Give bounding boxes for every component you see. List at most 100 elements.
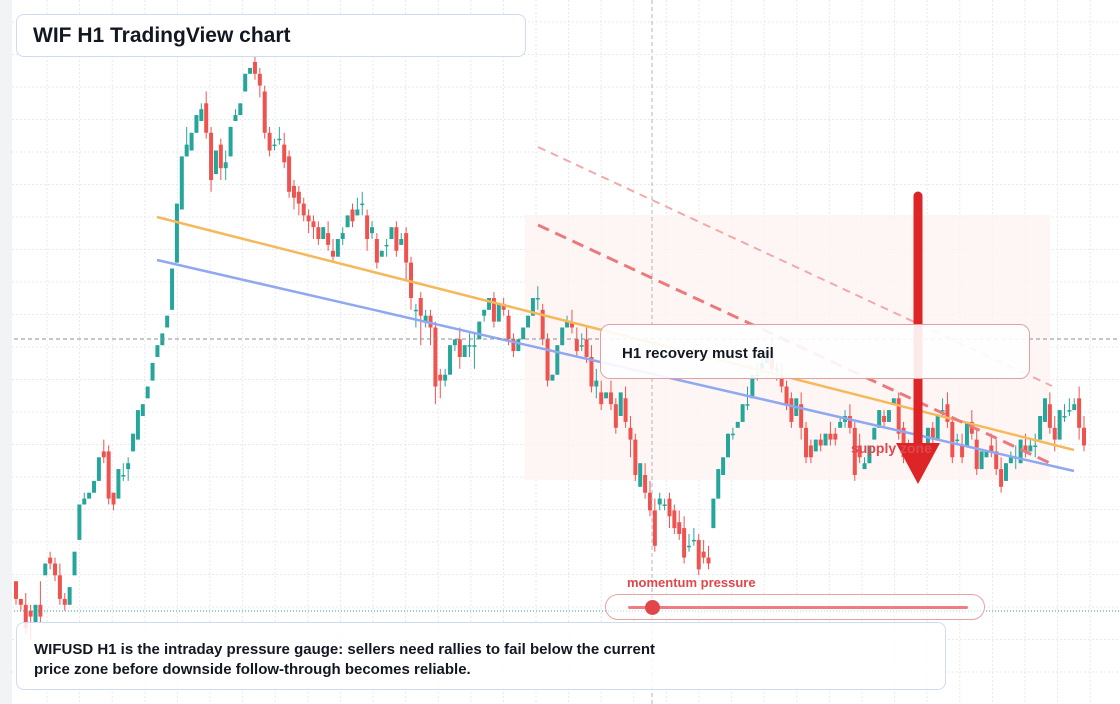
candle-body: [116, 469, 121, 499]
candle-body: [808, 445, 813, 458]
candle-body: [550, 374, 555, 381]
candle-body: [262, 91, 267, 133]
candle-body: [560, 327, 565, 346]
candle-body: [487, 298, 492, 310]
candle-body: [1047, 404, 1052, 428]
candle-body: [170, 268, 175, 310]
candle-body: [384, 244, 389, 247]
candle-body: [789, 398, 794, 422]
candle-body: [516, 339, 521, 352]
candle-body: [877, 410, 882, 428]
candle-body: [750, 374, 755, 399]
candle-body: [67, 587, 72, 605]
candle-body: [72, 551, 77, 576]
candle-body: [423, 315, 428, 322]
candle-body: [565, 321, 570, 328]
candle-body: [930, 427, 935, 440]
candle-body: [82, 498, 87, 505]
candle-body: [633, 439, 638, 475]
candle-body: [1062, 416, 1067, 418]
momentum-gauge-track: [628, 606, 968, 609]
candle-body: [852, 427, 857, 475]
candle-body: [433, 327, 438, 387]
candle-body: [521, 327, 526, 340]
candle-body: [1003, 463, 1008, 481]
candle-body: [365, 215, 370, 239]
candle-body: [828, 433, 833, 440]
candle-body: [448, 345, 453, 375]
momentum-gauge: [605, 594, 985, 620]
candle-body: [496, 303, 501, 322]
candle-body: [345, 215, 350, 228]
candle-body: [1018, 439, 1023, 464]
candle-body: [355, 209, 360, 216]
recovery-callout: H1 recovery must fail: [600, 324, 1030, 379]
candle-body: [872, 427, 877, 440]
left-scale-strip: [0, 0, 12, 704]
candle-body: [1038, 416, 1043, 440]
candle-body: [833, 433, 838, 440]
candle-body: [165, 315, 170, 328]
candle-body: [691, 539, 696, 542]
candle-body: [106, 451, 111, 499]
candle-body: [111, 492, 116, 505]
candle-body: [296, 191, 301, 204]
candle-body: [394, 227, 399, 251]
candle-body: [87, 492, 92, 499]
candle-body: [301, 203, 306, 216]
candle-body: [404, 233, 409, 263]
candle-body: [238, 103, 243, 116]
candle-body: [399, 239, 404, 245]
candle-body: [252, 62, 257, 74]
candle-body: [272, 144, 277, 147]
candle-body: [545, 339, 550, 381]
candle-body: [647, 492, 652, 511]
candle-body: [150, 362, 155, 381]
candle-body: [657, 498, 662, 505]
candle-body: [28, 610, 33, 617]
candle-body: [92, 480, 97, 493]
candle-body: [779, 374, 784, 387]
dashed-resistance-line-faint: [537, 146, 1053, 387]
candle-body: [204, 103, 209, 133]
candle-body: [628, 427, 633, 440]
candle-body: [1042, 398, 1047, 422]
candle-body: [1077, 398, 1082, 428]
candle-body: [672, 510, 677, 529]
candle-body: [135, 410, 140, 440]
candle-body: [847, 416, 852, 428]
candle-body: [326, 233, 331, 245]
candle-body: [726, 433, 730, 458]
candle-body: [1023, 445, 1028, 452]
candle-body: [1067, 410, 1072, 412]
candle-body: [530, 298, 535, 316]
candle-body: [126, 463, 131, 470]
candle-body: [1008, 457, 1013, 464]
candle-body: [33, 604, 38, 623]
candle-body: [428, 315, 433, 328]
candle-body: [189, 132, 194, 151]
candle-body: [540, 309, 545, 340]
candle-body: [311, 221, 316, 228]
candle-body: [1052, 427, 1057, 440]
candle-body: [462, 345, 467, 357]
candle-body: [179, 156, 184, 210]
candle-body: [233, 115, 238, 121]
candle-body: [535, 298, 540, 300]
candle-body: [282, 144, 287, 163]
candle-body: [491, 298, 496, 322]
candle-body: [14, 581, 18, 599]
candle-body: [667, 498, 672, 517]
candle-body: [984, 451, 989, 458]
candle-body: [438, 374, 443, 381]
candle-body: [155, 345, 160, 357]
candle-body: [945, 404, 950, 422]
candle-body: [696, 539, 701, 570]
candle-body: [735, 421, 740, 428]
candle-body: [443, 374, 448, 381]
candle-body: [677, 522, 682, 534]
callout-text: H1 recovery must fail: [622, 345, 774, 362]
candle-body: [121, 475, 126, 477]
candle-body: [62, 598, 67, 605]
candle-body: [477, 321, 482, 340]
